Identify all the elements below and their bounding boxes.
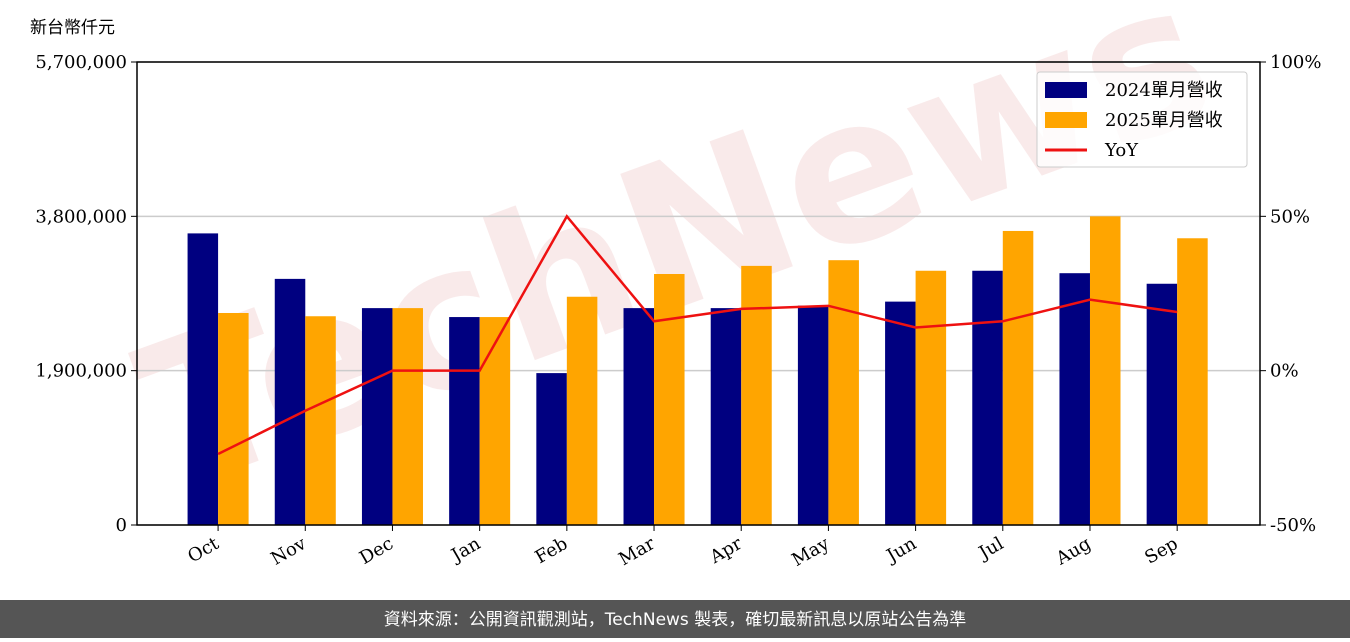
bar (972, 270, 1003, 525)
x-tick-label: Aug (1052, 533, 1095, 570)
bar (536, 373, 567, 525)
bar (187, 233, 219, 525)
bar (915, 270, 947, 525)
bar (1177, 238, 1208, 526)
bar (361, 308, 393, 525)
y-tick-label: 5,700,000 (35, 52, 127, 73)
x-tick-label: Nov (267, 533, 310, 570)
legend-label: 2024單月營收 (1105, 80, 1223, 101)
bar (710, 308, 742, 525)
legend-label: YoY (1104, 140, 1139, 161)
line (217, 214, 1178, 456)
x-tick-label: Oct (184, 533, 223, 568)
legend-swatch (1045, 82, 1087, 98)
bar (479, 317, 511, 525)
source-note: 資料來源：公開資訊觀測站，TechNews 製表，確切最新訊息以原站公告為準 (384, 610, 966, 630)
y2-tick-label: -50% (1270, 515, 1316, 536)
bar (885, 301, 916, 525)
x-tick-label: Dec (356, 533, 397, 569)
bar (1146, 283, 1178, 525)
x-tick-label: Apr (706, 533, 746, 568)
legend-label: 2025單月營收 (1105, 110, 1223, 131)
bar (274, 278, 306, 525)
x-tick-label: May (788, 533, 833, 571)
bar (305, 316, 336, 525)
bar (1002, 230, 1034, 525)
y-tick-label: 0 (116, 515, 127, 536)
x-tick-label: Jun (882, 533, 921, 568)
x-tick-label: Mar (615, 533, 659, 570)
bar (797, 305, 829, 525)
bar (741, 265, 772, 525)
y-axis-label: 新台幣仟元 (30, 18, 115, 38)
bar (623, 308, 655, 525)
x-tick-label: Jul (974, 533, 1008, 565)
y-tick-label: 1,900,000 (35, 361, 127, 382)
bar (392, 308, 423, 525)
y2-tick-label: 0% (1270, 361, 1299, 382)
legend-swatch (1045, 112, 1087, 128)
plot-frame (136, 61, 1261, 526)
y2-tick-label: 100% (1270, 52, 1321, 73)
bar (566, 296, 598, 525)
legend: 2024單月營收 2025單月營收 YoY (1036, 71, 1248, 168)
footer-bar (0, 600, 1350, 638)
bar (218, 312, 249, 525)
y-tick-label: 3,800,000 (35, 206, 127, 227)
bar (828, 260, 859, 525)
legend-box (1036, 71, 1248, 168)
bar (654, 274, 685, 525)
bar (1089, 216, 1121, 526)
bar (449, 317, 480, 525)
bar (1059, 273, 1090, 525)
x-tick-label: Feb (532, 533, 572, 568)
x-tick-label: Jan (446, 533, 484, 567)
x-tick-label: Sep (1141, 533, 1181, 568)
y2-tick-label: 50% (1270, 206, 1310, 227)
